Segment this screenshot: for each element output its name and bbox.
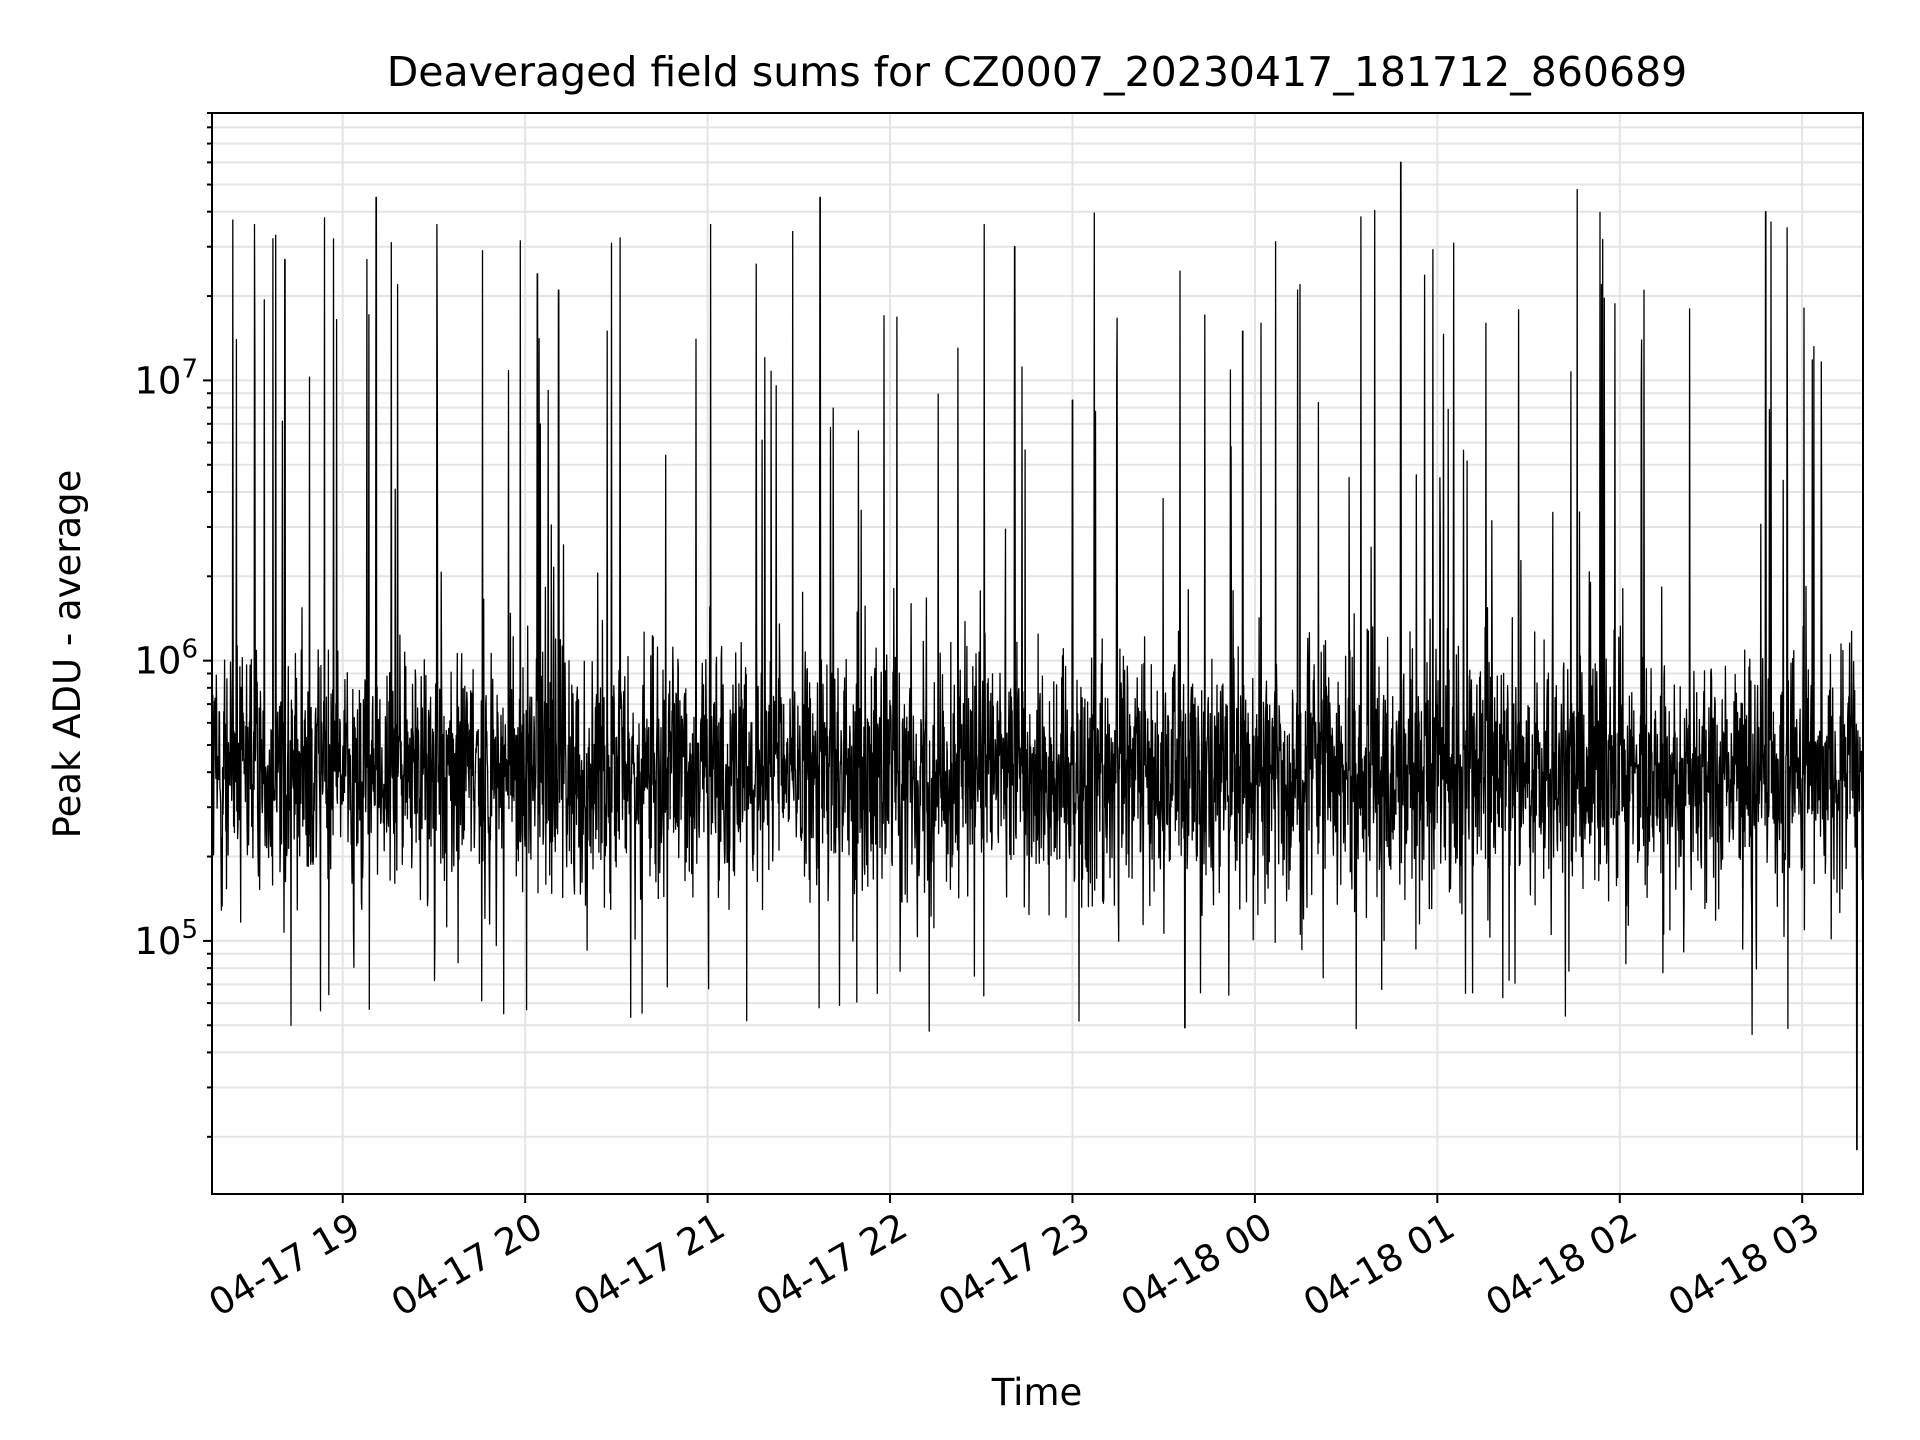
x-axis-label: Time	[991, 1371, 1083, 1414]
y-tick-label: 105	[134, 915, 198, 963]
series-peak-adu	[211, 161, 1864, 1151]
y-tick-label: 107	[134, 354, 198, 402]
data-line	[211, 161, 1864, 1151]
plot-frame	[211, 112, 1864, 1195]
y-axis-label: Peak ADU - average	[46, 470, 89, 839]
y-tick-label: 106	[134, 635, 198, 683]
chart-title: Deaveraged field sums for CZ0007_2023041…	[387, 48, 1688, 96]
